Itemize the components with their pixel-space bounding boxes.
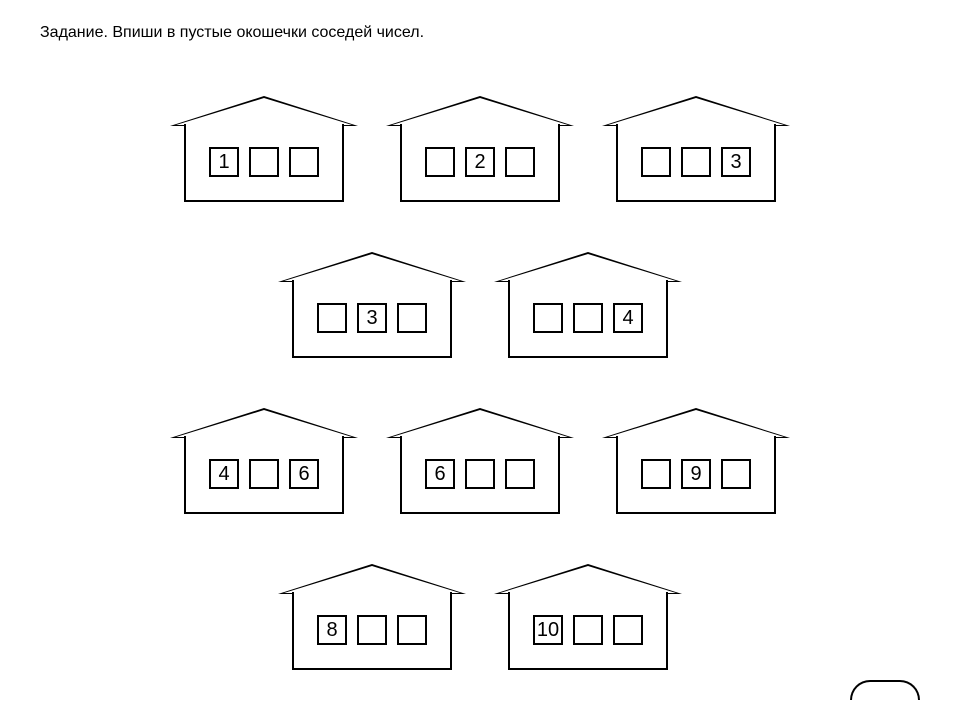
- window-box[interactable]: 4: [613, 303, 643, 333]
- roof-icon: [278, 252, 466, 282]
- house-body: 2: [400, 124, 560, 202]
- window-box[interactable]: [425, 147, 455, 177]
- house-body: 9: [616, 436, 776, 514]
- window-box[interactable]: 8: [317, 615, 347, 645]
- house: 3: [612, 96, 780, 202]
- window-box[interactable]: 6: [425, 459, 455, 489]
- instruction-text: Задание. Впиши в пустые окошечки соседей…: [40, 24, 424, 42]
- window-box[interactable]: 6: [289, 459, 319, 489]
- window-box[interactable]: [573, 615, 603, 645]
- roof-icon: [494, 564, 682, 594]
- window-box[interactable]: [533, 303, 563, 333]
- house-row-3: 4 6 6 9: [0, 408, 960, 514]
- house: 6: [396, 408, 564, 514]
- window-box[interactable]: 9: [681, 459, 711, 489]
- window-box[interactable]: [505, 147, 535, 177]
- roof-icon: [602, 96, 790, 126]
- house-body: 4 6: [184, 436, 344, 514]
- house-body: 4: [508, 280, 668, 358]
- window-box[interactable]: [249, 147, 279, 177]
- partial-arc-icon: [850, 680, 920, 700]
- house: 3: [288, 252, 456, 358]
- house-body: 3: [616, 124, 776, 202]
- window-box[interactable]: [397, 303, 427, 333]
- house: 4: [504, 252, 672, 358]
- window-box[interactable]: [641, 147, 671, 177]
- roof-icon: [386, 96, 574, 126]
- house-row-1: 1 2 3: [0, 96, 960, 202]
- window-box[interactable]: 1: [209, 147, 239, 177]
- house: 4 6: [180, 408, 348, 514]
- window-box[interactable]: 10: [533, 615, 563, 645]
- house-body: 10: [508, 592, 668, 670]
- window-box[interactable]: 3: [357, 303, 387, 333]
- roof-icon: [170, 408, 358, 438]
- window-box[interactable]: [357, 615, 387, 645]
- house-row-4: 8 10: [0, 564, 960, 670]
- window-box[interactable]: [573, 303, 603, 333]
- house: 1: [180, 96, 348, 202]
- roof-icon: [494, 252, 682, 282]
- house-body: 8: [292, 592, 452, 670]
- window-box[interactable]: [681, 147, 711, 177]
- house-row-2: 3 4: [0, 252, 960, 358]
- window-box[interactable]: [613, 615, 643, 645]
- window-box[interactable]: 4: [209, 459, 239, 489]
- window-box[interactable]: [721, 459, 751, 489]
- house: 9: [612, 408, 780, 514]
- window-box[interactable]: [641, 459, 671, 489]
- house: 2: [396, 96, 564, 202]
- roof-icon: [386, 408, 574, 438]
- house-body: 6: [400, 436, 560, 514]
- window-box[interactable]: 3: [721, 147, 751, 177]
- house-body: 1: [184, 124, 344, 202]
- window-box[interactable]: [505, 459, 535, 489]
- window-box[interactable]: [317, 303, 347, 333]
- window-box[interactable]: [249, 459, 279, 489]
- house: 10: [504, 564, 672, 670]
- roof-icon: [170, 96, 358, 126]
- house-body: 3: [292, 280, 452, 358]
- house: 8: [288, 564, 456, 670]
- window-box[interactable]: [289, 147, 319, 177]
- window-box[interactable]: [465, 459, 495, 489]
- window-box[interactable]: [397, 615, 427, 645]
- window-box[interactable]: 2: [465, 147, 495, 177]
- roof-icon: [602, 408, 790, 438]
- roof-icon: [278, 564, 466, 594]
